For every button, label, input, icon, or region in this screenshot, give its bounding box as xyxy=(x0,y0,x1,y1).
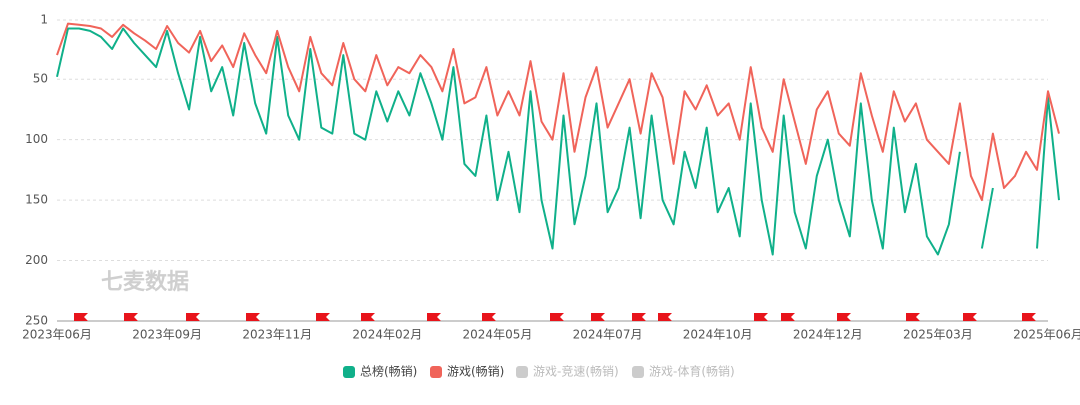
event-flag xyxy=(781,313,795,321)
y-tick-label: 200 xyxy=(25,253,48,267)
series-line xyxy=(56,22,1060,202)
event-flag xyxy=(124,313,138,321)
series-line xyxy=(56,27,1060,256)
event-flag xyxy=(246,313,260,321)
event-flag xyxy=(427,313,441,321)
x-tick-label: 2023年06月 xyxy=(22,328,92,342)
event-flag xyxy=(632,313,646,321)
event-flag xyxy=(316,313,330,321)
legend-label: 总榜(畅销) xyxy=(360,364,417,379)
y-tick-label: 1 xyxy=(40,13,48,27)
x-tick-label: 2023年09月 xyxy=(132,328,202,342)
x-tick-label: 2024年07月 xyxy=(573,328,643,342)
legend-label: 游戏-体育(畅销) xyxy=(649,364,735,379)
event-flag xyxy=(482,313,496,321)
event-flag xyxy=(658,313,672,321)
event-flag xyxy=(591,313,605,321)
x-tick-label: 2023年11月 xyxy=(242,328,312,342)
legend-item[interactable]: 游戏-竞速(畅销) xyxy=(516,365,619,379)
legend-swatch xyxy=(430,366,442,378)
x-tick-label: 2025年03月 xyxy=(903,328,973,342)
legend-swatch xyxy=(632,366,644,378)
event-flag xyxy=(186,313,200,321)
event-flag xyxy=(906,313,920,321)
y-tick-label: 250 xyxy=(25,314,48,328)
event-flag xyxy=(754,313,768,321)
legend-swatch xyxy=(516,366,528,378)
y-tick-label: 150 xyxy=(25,193,48,207)
legend-item[interactable]: 游戏(畅销) xyxy=(430,365,504,379)
legend-item[interactable]: 总榜(畅销) xyxy=(343,364,417,379)
legend-swatch xyxy=(343,366,355,378)
legend-item[interactable]: 游戏-体育(畅销) xyxy=(632,364,735,379)
x-tick-label: 2025年06月 xyxy=(1013,328,1080,342)
event-flag xyxy=(74,313,88,321)
y-tick-label: 50 xyxy=(33,72,48,86)
x-tick-label: 2024年12月 xyxy=(793,328,863,342)
event-flag xyxy=(1022,313,1036,321)
watermark: 七麦数据 xyxy=(101,269,189,295)
x-tick-label: 2024年05月 xyxy=(463,328,533,342)
legend-label: 游戏(畅销) xyxy=(447,365,504,379)
event-flag xyxy=(361,313,375,321)
event-flag xyxy=(837,313,851,321)
x-tick-label: 2024年10月 xyxy=(683,328,753,342)
x-tick-label: 2024年02月 xyxy=(352,328,422,342)
y-tick-label: 100 xyxy=(25,132,48,146)
event-flag xyxy=(963,313,977,321)
legend-label: 游戏-竞速(畅销) xyxy=(533,365,619,379)
event-flag xyxy=(550,313,564,321)
